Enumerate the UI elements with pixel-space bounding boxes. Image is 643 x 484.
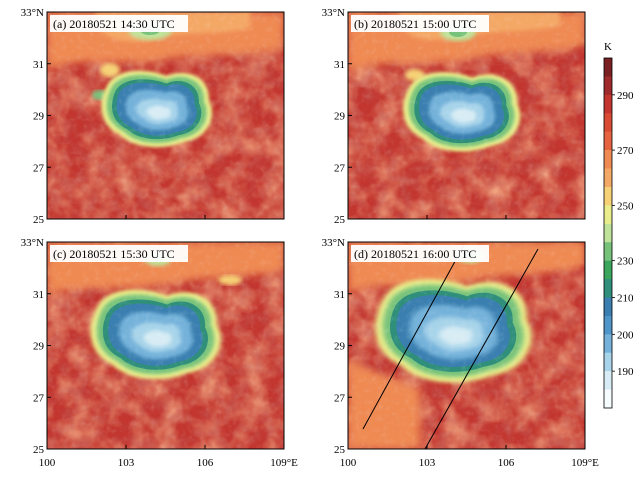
colorbar-segment: [604, 131, 612, 151]
y-tick-label: 27: [334, 392, 346, 404]
colorbar-unit: K: [604, 41, 612, 53]
y-tick-label: 29: [33, 111, 45, 123]
colorbar-segment: [604, 242, 612, 261]
colorbar-segment: [604, 223, 612, 243]
panel-a-title-box: (a) 20180521 14:30 UTC: [50, 15, 188, 32]
panel-c: [47, 242, 284, 449]
colorbar-segment: [604, 150, 612, 169]
colorbar-label: 290: [617, 90, 634, 102]
colorbar-label: 200: [617, 329, 634, 341]
y-tick-label: 25: [334, 214, 346, 226]
colorbar-segment: [604, 279, 612, 298]
colorbar-segment: [604, 205, 612, 225]
y-tick-label: 33°N: [322, 7, 345, 19]
x-tick-label: 106: [498, 457, 515, 469]
y-tick-label: 27: [33, 162, 45, 174]
colorbar: K 290 270 250 230 210 200 190: [603, 41, 634, 409]
colorbar-segment: [604, 168, 612, 188]
panel-d: [348, 242, 585, 449]
colorbar-label: 250: [617, 200, 634, 212]
colorbar-segment: [604, 334, 612, 354]
y-tick-label: 29: [334, 341, 346, 353]
cross-section-line-1: [362, 244, 465, 430]
x-tick-label: 109°E: [571, 457, 599, 469]
colorbar-segment: [604, 352, 612, 372]
colorbar-segment: [604, 315, 612, 335]
y-tick-label: 27: [33, 392, 45, 404]
y-tick-label: 31: [334, 289, 345, 301]
y-tick-label: 29: [334, 111, 346, 123]
y-tick-label: 33°N: [21, 7, 44, 19]
panel-a-title: (a) 20180521 14:30 UTC: [53, 17, 175, 31]
y-tick-label: 25: [33, 214, 45, 226]
colorbar-segment: [604, 186, 612, 206]
colorbar-label: 210: [617, 292, 634, 304]
y-tick-label: 31: [33, 59, 44, 71]
panel-d-title: (d) 20180521 16:00 UTC: [354, 247, 476, 261]
y-tick-label: 31: [33, 289, 44, 301]
x-tick-label: 100: [340, 457, 357, 469]
y-tick-label: 33°N: [322, 237, 345, 249]
x-tick-label: 100: [39, 457, 56, 469]
panel-d-title-box: (d) 20180521 16:00 UTC: [351, 245, 489, 262]
panel-c-title-box: (c) 20180521 15:30 UTC: [50, 245, 188, 262]
colorbar-label: 190: [617, 366, 634, 378]
colorbar-segment: [604, 260, 612, 280]
colorbar-label: 230: [617, 256, 634, 268]
cross-section-line-2: [424, 248, 539, 449]
y-tick-label: 31: [334, 59, 345, 71]
y-tick-label: 29: [33, 341, 45, 353]
x-tick-label: 109°E: [270, 457, 298, 469]
colorbar-label: 270: [617, 145, 634, 157]
panel-c-title: (c) 20180521 15:30 UTC: [53, 247, 175, 261]
colorbar-segment: [604, 297, 612, 317]
panel-b-title: (b) 20180521 15:00 UTC: [354, 17, 476, 31]
x-tick-label: 103: [419, 457, 436, 469]
panel-a: [47, 12, 284, 219]
colorbar-segment: [604, 389, 612, 409]
colorbar-segment: [604, 76, 612, 96]
colorbar-segment: [604, 94, 612, 114]
x-tick-label: 103: [118, 457, 135, 469]
y-tick-label: 25: [334, 444, 346, 456]
panel-b-title-box: (b) 20180521 15:00 UTC: [351, 15, 489, 32]
colorbar-segment: [604, 58, 612, 77]
panel-b: [348, 12, 585, 219]
y-tick-label: 33°N: [21, 237, 44, 249]
colorbar-frame: [603, 57, 613, 409]
colorbar-segment: [604, 371, 612, 390]
colorbar-segment: [604, 113, 612, 132]
y-tick-label: 25: [33, 444, 45, 456]
y-tick-label: 27: [334, 162, 346, 174]
x-tick-label: 106: [197, 457, 214, 469]
